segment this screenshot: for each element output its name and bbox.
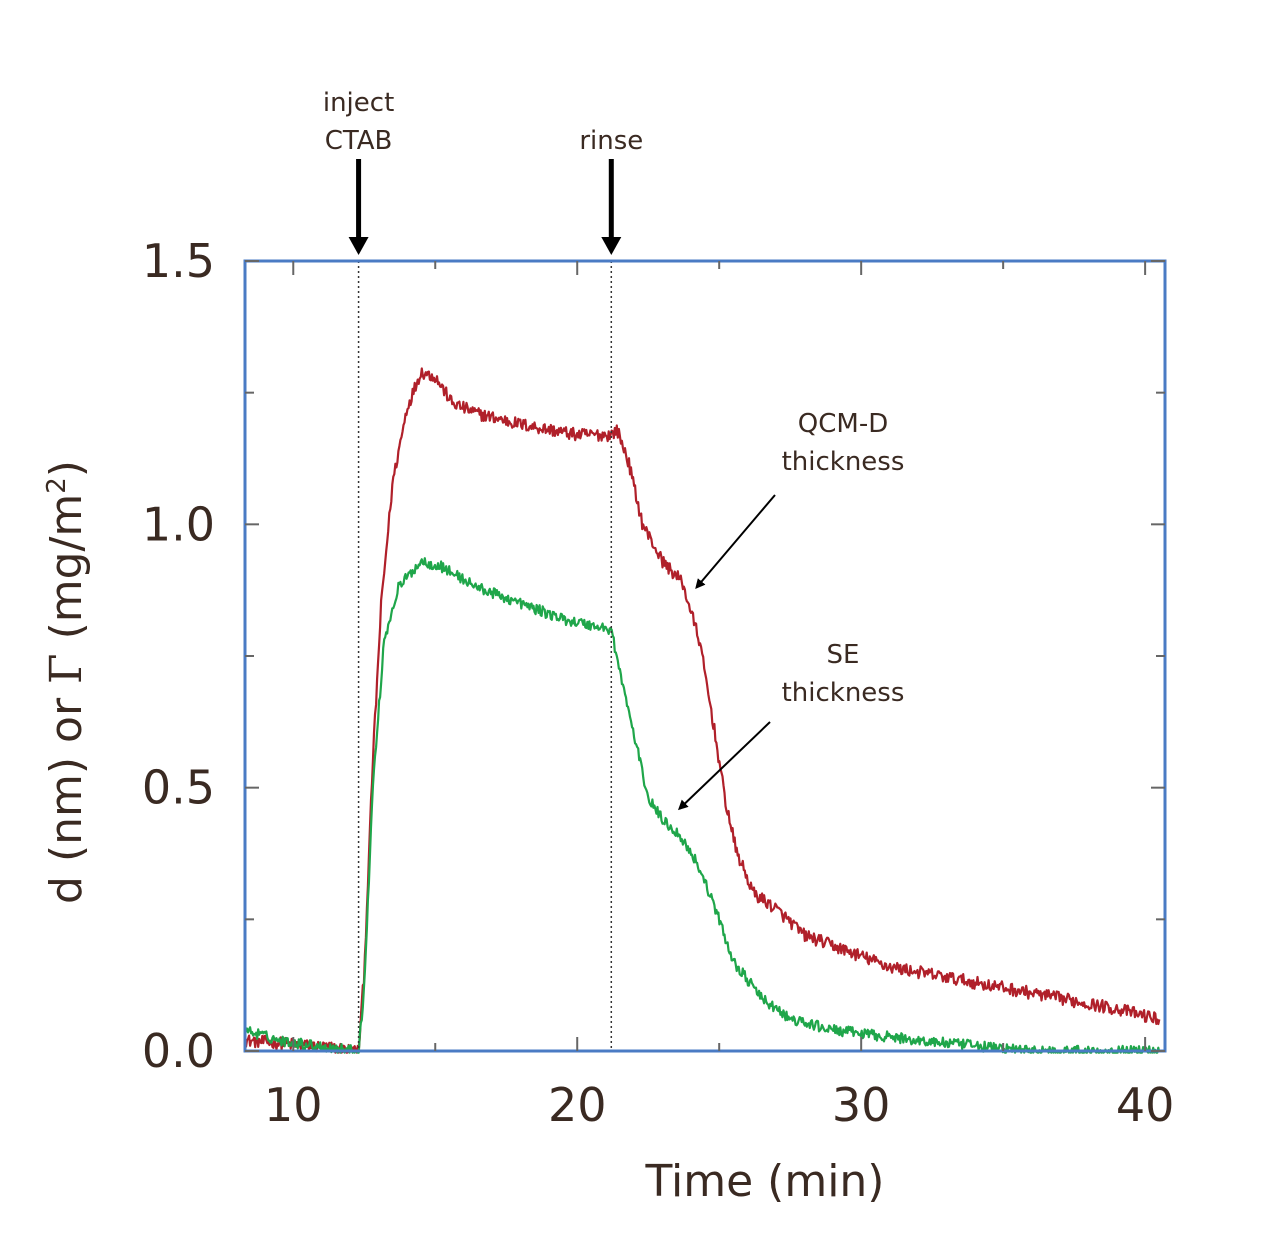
y-tick-label: 1.5 xyxy=(142,234,215,288)
series-annotation-arrow-2 xyxy=(678,721,771,811)
event-guides xyxy=(348,159,622,1051)
series-line-2 xyxy=(244,557,1161,1054)
series-layer xyxy=(244,367,1161,1054)
x-tick-label: 40 xyxy=(1116,1078,1175,1132)
event-arrowhead-1 xyxy=(348,237,369,255)
axis-ticks xyxy=(245,260,1165,1052)
y-axis-title: d (nm) or Γ (mg/m2) xyxy=(41,460,92,904)
event-arrowhead-2 xyxy=(601,237,622,255)
x-axis-title: Time (min) xyxy=(645,1156,885,1207)
event-label-1-line-2: CTAB xyxy=(325,126,393,156)
y-tick-label: 0.5 xyxy=(142,761,215,815)
y-tick-label: 0.0 xyxy=(142,1024,215,1078)
series-annotation-1-line-1: QCM-D xyxy=(798,409,888,439)
annotations: inject CTAB rinse QCM-D thickness SE thickness xyxy=(323,88,905,811)
event-label-2-line-1: rinse xyxy=(579,126,643,156)
tick-labels: 10 20 30 40 0.0 0.5 1.0 1.5 xyxy=(142,234,1175,1132)
x-tick-label: 20 xyxy=(548,1078,607,1132)
y-tick-label: 1.0 xyxy=(142,497,215,551)
series-annotation-2-line-1: SE xyxy=(827,640,860,670)
event-label-1-line-1: inject xyxy=(323,88,394,118)
series-line-1 xyxy=(244,367,1161,1054)
x-tick-label: 30 xyxy=(832,1078,891,1132)
series-annotation-1-line-2: thickness xyxy=(782,447,905,477)
series-annotation-2-line-2: thickness xyxy=(782,678,905,708)
series-annotation-arrow-1 xyxy=(695,494,776,590)
x-tick-label: 10 xyxy=(264,1078,323,1132)
